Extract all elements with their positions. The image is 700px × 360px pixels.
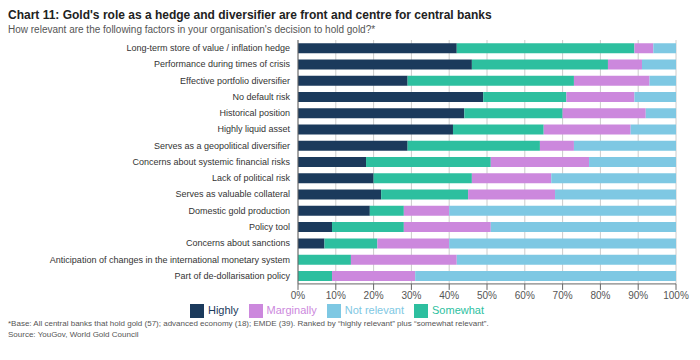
html-text:Source: YouGov, World Gold Cou: Source: YouGov, World Gold Council xyxy=(8,330,139,339)
svg-text:Domestic gold production: Domestic gold production xyxy=(188,206,290,216)
svg-text:Serves as valuable collateral: Serves as valuable collateral xyxy=(175,189,290,199)
html-text:Somewhat: Somewhat xyxy=(432,303,484,316)
svg-text:Serves as a geopolitical diver: Serves as a geopolitical diversifier xyxy=(154,141,290,151)
svg-text:40%: 40% xyxy=(439,290,459,301)
svg-text:Lack of political risk: Lack of political risk xyxy=(212,173,291,183)
svg-text:20%: 20% xyxy=(364,290,384,301)
html-text:Chart 11: Gold's role as a hed: Chart 11: Gold's role as a hedge and div… xyxy=(8,8,492,22)
svg-text:Historical position: Historical position xyxy=(219,108,290,118)
svg-text:10%: 10% xyxy=(326,290,346,301)
svg-text:Performance during times of cr: Performance during times of crisis xyxy=(154,59,291,69)
svg-text:100%: 100% xyxy=(663,290,689,301)
svg-text:Long-term store of value / inf: Long-term store of value / inflation hed… xyxy=(126,43,290,53)
html-text:*Base: All central banks that: *Base: All central banks that hold gold … xyxy=(8,319,489,328)
svg-text:50%: 50% xyxy=(477,290,497,301)
svg-text:60%: 60% xyxy=(515,290,535,301)
svg-text:90%: 90% xyxy=(628,290,648,301)
svg-text:Concerns about systemic financ: Concerns about systemic financial risks xyxy=(132,157,290,167)
svg-text:Anticipation of changes in the: Anticipation of changes in the internati… xyxy=(50,255,290,265)
svg-text:70%: 70% xyxy=(553,290,573,301)
svg-text:No default risk: No default risk xyxy=(232,92,290,102)
html-text:Not relevant: Not relevant xyxy=(344,303,404,316)
html-text:Marginally: Marginally xyxy=(266,303,317,316)
svg-text:Effective portfolio diversifie: Effective portfolio diversifier xyxy=(180,76,290,86)
svg-text:Policy tool: Policy tool xyxy=(249,222,290,232)
svg-text:Highly liquid asset: Highly liquid asset xyxy=(217,124,290,134)
html-text:How relevant are the following: How relevant are the following factors i… xyxy=(8,24,376,35)
html-text:Highly: Highly xyxy=(208,303,239,316)
svg-text:0%: 0% xyxy=(291,290,306,301)
svg-text:Concerns about sanctions: Concerns about sanctions xyxy=(186,238,291,248)
svg-text:Part of de-dollarisation polic: Part of de-dollarisation policy xyxy=(174,271,290,281)
svg-text:30%: 30% xyxy=(401,290,421,301)
svg-text:80%: 80% xyxy=(590,290,610,301)
